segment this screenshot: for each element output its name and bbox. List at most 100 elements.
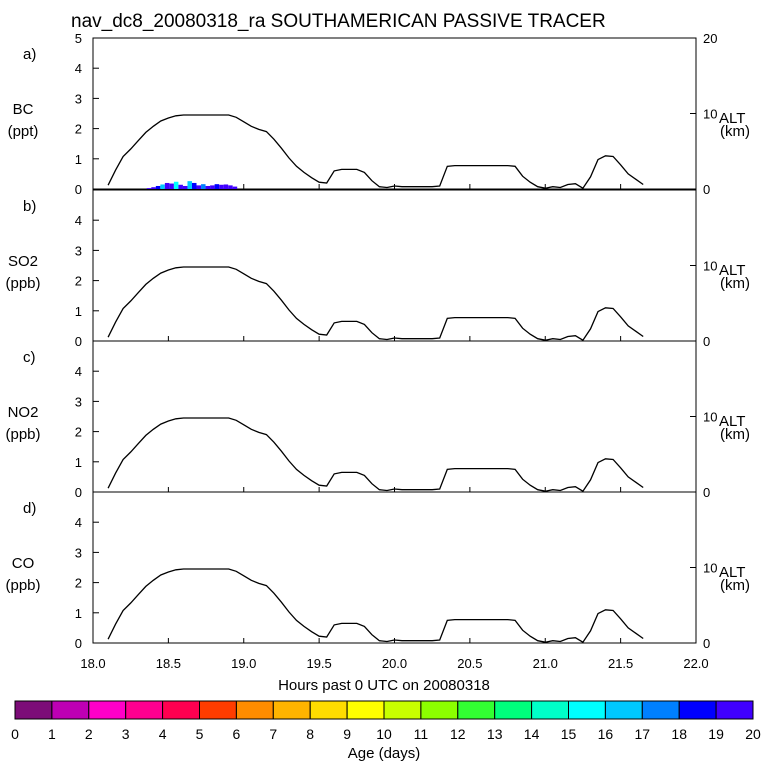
- colorbar-swatch: [678, 700, 717, 720]
- tracer-bar: [219, 184, 224, 189]
- altitude-line: [107, 114, 644, 190]
- colorbar-tick-label: 16: [598, 726, 614, 742]
- altitude-line: [107, 266, 644, 342]
- age-colorbar: 0 1 2 3 4 5 6 7 8 9 10 11 12 13 14 15 16 17 18 19 20: [11, 700, 761, 742]
- y-tick-label: 4: [75, 515, 82, 530]
- colorbar-label: Age (days): [348, 745, 421, 762]
- colorbar-swatch: [383, 700, 422, 720]
- alt-axis-label: ALT: [719, 262, 745, 279]
- chart-title: nav_dc8_20080318_ra SOUTHAMERICAN PASSIV…: [71, 11, 606, 32]
- tracer-bar: [210, 185, 215, 189]
- colorbar-swatch: [125, 700, 164, 720]
- colorbar-tick-label: 6: [233, 726, 241, 742]
- alt-tick-label: 0: [703, 334, 710, 349]
- alt-axis-units: (km): [720, 426, 750, 443]
- alt-tick-label: 10: [703, 107, 717, 122]
- y-tick-label: 1: [75, 304, 82, 319]
- colorbar-swatch: [531, 700, 569, 720]
- tracer-bar: [232, 186, 238, 189]
- colorbar-swatch: [457, 700, 496, 720]
- y-tick-label: 1: [75, 152, 82, 167]
- colorbar-tick-label: 12: [450, 726, 466, 742]
- y-tick-label: 5: [75, 31, 82, 46]
- altitude-line: [107, 417, 644, 493]
- y-tick-label: 3: [75, 545, 82, 560]
- panel-frame: [92, 340, 697, 493]
- tracer-bar: [164, 182, 170, 189]
- tracer-bar: [178, 184, 183, 189]
- colorbar-swatch: [568, 700, 606, 720]
- x-tick-label: 20.5: [457, 656, 482, 671]
- colorbar-swatch: [346, 700, 385, 720]
- colorbar-tick-label: 10: [376, 726, 392, 742]
- colorbar-tick-label: 4: [159, 726, 167, 742]
- colorbar-tick-label: 9: [343, 726, 351, 742]
- panel-label: c): [23, 349, 36, 366]
- colorbar-swatch: [14, 700, 53, 720]
- panel-frame: [92, 189, 697, 342]
- colorbar-swatch: [641, 700, 680, 720]
- y-tick-label: 2: [75, 576, 82, 591]
- colorbar-tick-label: 5: [196, 726, 204, 742]
- colorbar-tick-label: 1: [48, 726, 56, 742]
- colorbar-swatch: [494, 700, 533, 720]
- tracer-bar: [169, 183, 174, 189]
- alt-axis-label: ALT: [719, 110, 745, 127]
- x-tick-label: 21.0: [533, 656, 558, 671]
- alt-axis-units: (km): [720, 123, 750, 140]
- colorbar-tick-label: 0: [11, 726, 19, 742]
- species-units: (ppb): [5, 275, 40, 292]
- species-units: (ppb): [5, 577, 40, 594]
- y-tick-label: 3: [75, 394, 82, 409]
- y-tick-label: 1: [75, 606, 82, 621]
- alt-axis-units: (km): [720, 577, 750, 594]
- colorbar-tick-label: 7: [269, 726, 277, 742]
- tracer-bar: [173, 181, 179, 189]
- colorbar-tick-label: 18: [671, 726, 687, 742]
- y-tick-label: 4: [75, 364, 82, 379]
- tracer-bar: [228, 185, 233, 189]
- tracer-bar: [201, 184, 206, 189]
- alt-tick-label: 0: [703, 182, 710, 197]
- y-tick-label: 0: [75, 182, 82, 197]
- tracer-bar: [196, 185, 202, 189]
- y-tick-label: 0: [75, 485, 82, 500]
- panel-co: 0 1 2 3 4 0 10 d) CO (ppb) ALT(km): [5, 491, 750, 651]
- panel-label: b): [23, 198, 36, 215]
- y-tick-label: 1: [75, 455, 82, 470]
- altitude-line: [107, 568, 644, 644]
- x-tick-label: 22.0: [683, 656, 708, 671]
- alt-axis-units: (km): [720, 275, 750, 292]
- y-tick-label: 2: [75, 274, 82, 289]
- panel-label: a): [23, 46, 36, 63]
- panels-group: 01234501020a)BC(ppt)ALT(km)01234010b)SO2…: [5, 31, 750, 651]
- colorbar-tick-label: 13: [487, 726, 503, 742]
- species-label: SO2: [8, 253, 38, 270]
- y-tick-label: 2: [75, 425, 82, 440]
- alt-tick-label: 10: [703, 561, 717, 576]
- tracer-bar: [187, 181, 192, 189]
- panel-frame: [92, 37, 697, 190]
- y-tick-label: 3: [75, 243, 82, 258]
- y-tick-label: 0: [75, 334, 82, 349]
- species-label: BC: [13, 101, 34, 118]
- y-tick-label: 3: [75, 91, 82, 106]
- y-tick-label: 0: [75, 636, 82, 651]
- colorbar-tick-label: 11: [414, 726, 429, 742]
- x-tick-label: 18.5: [156, 656, 181, 671]
- panel-label: d): [23, 500, 36, 517]
- colorbar-swatch: [199, 700, 237, 720]
- colorbar-tick-label: 19: [708, 726, 724, 742]
- alt-tick-label: 10: [703, 259, 717, 274]
- colorbar-swatch: [51, 700, 90, 720]
- species-label: NO2: [8, 404, 39, 421]
- panel-frame: [92, 491, 697, 644]
- colorbar-tick-label: 15: [561, 726, 577, 742]
- colorbar-tick-label: 2: [85, 726, 93, 742]
- y-tick-label: 4: [75, 213, 82, 228]
- colorbar-swatch: [715, 700, 754, 720]
- colorbar-tick-label: 8: [306, 726, 314, 742]
- species-units: (ppb): [5, 426, 40, 443]
- alt-axis-label: ALT: [719, 564, 745, 581]
